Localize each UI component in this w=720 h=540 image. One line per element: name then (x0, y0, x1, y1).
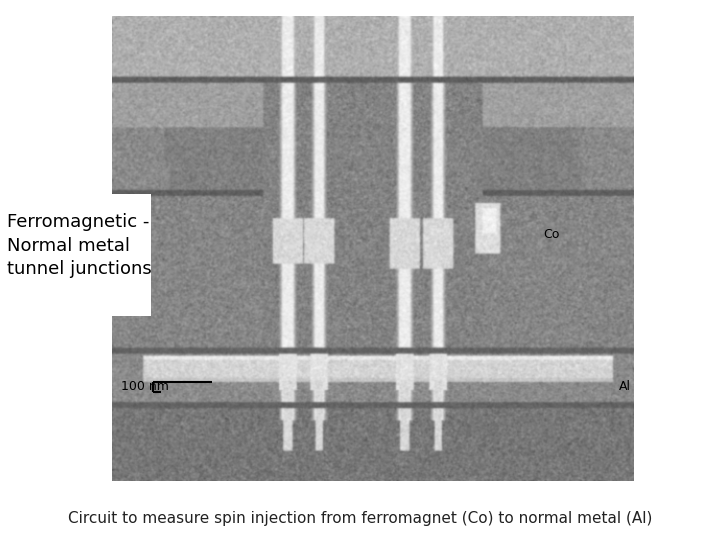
Text: Al: Al (619, 380, 631, 393)
Text: Ferromagnetic -
Normal metal
tunnel junctions: Ferromagnetic - Normal metal tunnel junc… (7, 213, 152, 278)
Text: 100 nm: 100 nm (121, 380, 168, 393)
Text: Circuit to measure spin injection from ferromagnet (Co) to normal metal (Al): Circuit to measure spin injection from f… (68, 511, 652, 526)
Text: Co: Co (544, 228, 560, 241)
